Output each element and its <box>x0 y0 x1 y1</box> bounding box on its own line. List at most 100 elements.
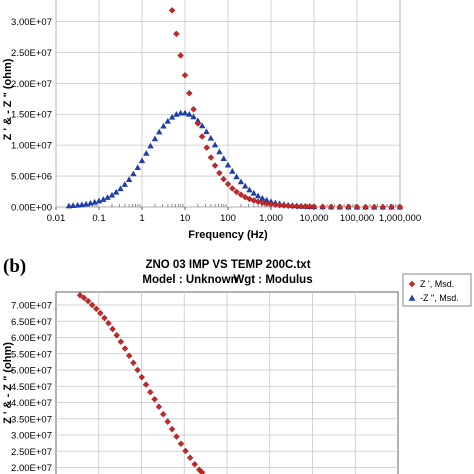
chart-a-point-neg-z-imag <box>164 117 171 124</box>
chart-a-point-z-real <box>267 200 275 208</box>
chart-b-point-z-real <box>138 373 146 381</box>
chart-a-point-z-real <box>284 202 292 210</box>
chart-a-point-z-real <box>302 203 309 210</box>
chart-a-point-neg-z-imag <box>112 188 120 195</box>
chart-a-point-z-real <box>173 30 180 38</box>
chart-a-point-z-real <box>293 202 301 210</box>
chart-b-point-z-real <box>92 305 100 313</box>
chart-a-y-tick-label: 0.00E+00 <box>11 203 52 214</box>
chart-a-point-z-real <box>254 198 262 206</box>
chart-b-y-axis-label: Z ' & - Z " (ohm) <box>2 342 14 424</box>
chart-a-point-neg-z-imag <box>95 197 103 204</box>
chart-a-point-z-real <box>237 191 245 198</box>
chart-a-y-tick-label: 1.00E+07 <box>11 141 52 152</box>
chart-b-point-z-real <box>101 314 108 322</box>
chart-a-point-neg-z-imag <box>186 111 193 117</box>
chart-b-point-z-real <box>88 301 96 309</box>
chart-a-point-neg-z-imag <box>190 113 197 120</box>
chart-a-x-axis-label: Frequency (Hz) <box>188 229 268 241</box>
chart-b-y-tick-label: 5.00E+07 <box>11 366 52 377</box>
chart-b-y-tick-label: 7.00E+07 <box>11 301 52 312</box>
chart-b-legend: Z ', Msd. -Z ", Msd. <box>402 273 472 307</box>
chart-a-x-tick-label: 0.01 <box>47 213 66 224</box>
chart-a-point-z-real <box>319 203 326 211</box>
chart-a-x-tick-label: 100 <box>220 213 236 224</box>
chart-a-point-z-real <box>345 203 352 211</box>
chart-a-point-z-real <box>233 188 240 196</box>
chart-a-point-z-real <box>190 106 197 113</box>
chart-a-point-z-real <box>203 144 211 151</box>
chart-a-point-neg-z-imag <box>134 164 141 170</box>
chart-a-point-z-real <box>336 203 344 211</box>
chart-a-point-neg-z-imag <box>125 176 133 182</box>
panel-label-b: (b) <box>3 256 26 277</box>
chart-a-point-z-real <box>259 199 266 207</box>
chart-a-point-neg-z-imag <box>168 113 176 120</box>
chart-a-x-tick-label: 0.1 <box>92 213 105 224</box>
chart-a-point-z-real <box>168 7 176 14</box>
chart-a-series <box>65 7 404 211</box>
chart-b-y-tick-label: 2.50E+07 <box>11 447 52 458</box>
chart-a-point-z-real <box>224 180 232 188</box>
chart-a-point-z-real <box>276 201 283 209</box>
chart-a-point-neg-z-imag <box>155 128 163 135</box>
chart-a-point-z-real <box>310 203 318 210</box>
chart-b-series <box>76 291 206 474</box>
legend-item-imag: -Z ", Msd. <box>420 293 459 303</box>
chart-a-point-neg-z-imag <box>237 178 245 185</box>
chart-a-point-neg-z-imag <box>259 194 266 201</box>
chart-b-point-z-real <box>168 425 176 433</box>
chart-a-point-z-real <box>216 169 223 177</box>
chart-a-x-tick-label: 10 <box>180 213 191 224</box>
chart-a-point-z-real <box>263 200 270 207</box>
chart-b-point-z-real <box>177 440 185 448</box>
chart-a-y-axis-label: Z ' & - Z " (ohm) <box>2 58 14 140</box>
chart-b: (b) ZNO 03 IMP VS TEMP 200C.txt Model : … <box>2 256 472 474</box>
chart-b-point-z-real <box>113 331 121 339</box>
chart-b-grid <box>56 292 398 474</box>
chart-a-point-z-real <box>211 162 219 169</box>
chart-b-point-z-real <box>142 381 150 388</box>
chart-a-point-neg-z-imag <box>207 134 214 141</box>
chart-a-point-z-real <box>207 154 215 161</box>
chart-a-point-z-real <box>186 89 193 97</box>
chart-b-point-z-real <box>155 403 163 411</box>
chart-b-y-tick-label: 3.00E+07 <box>11 431 52 442</box>
chart-b-weighting: Wgt : Modulus <box>233 274 312 286</box>
legend-triangle-icon <box>408 294 416 301</box>
chart-a-y-tick-label: 3.00E+07 <box>11 17 52 28</box>
chart-b-point-z-real <box>151 395 158 403</box>
chart-a-point-neg-z-imag <box>160 122 167 129</box>
chart-a-y-tick-label: 1.50E+07 <box>11 110 52 121</box>
chart-b-y-tick-label: 4.50E+07 <box>11 382 52 393</box>
chart-a-point-neg-z-imag <box>224 161 232 168</box>
chart-a-point-neg-z-imag <box>143 149 150 156</box>
chart-a-point-neg-z-imag <box>121 181 128 187</box>
chart-b-y-tick-label: 3.50E+07 <box>11 414 52 425</box>
chart-a-point-neg-z-imag <box>177 109 184 116</box>
chart-a-point-neg-z-imag <box>229 167 236 174</box>
chart-a-point-neg-z-imag <box>254 192 262 199</box>
chart-a-point-z-real <box>289 202 296 210</box>
chart-a-point-z-real <box>272 201 279 208</box>
chart-b-point-z-real <box>80 294 88 302</box>
chart-b-point-z-real <box>191 460 198 468</box>
chart-b-point-z-real <box>109 325 116 333</box>
chart-a-x-tick-label: 1,000 <box>259 213 283 224</box>
chart-a: 0.00E+00 5.00E+06 1.00E+07 1.50E+07 2.00E+07… <box>2 0 421 241</box>
chart-a-point-z-real <box>194 120 202 127</box>
chart-b-point-z-real <box>186 454 194 462</box>
chart-a-point-z-real <box>181 71 189 79</box>
chart-a-point-neg-z-imag <box>211 141 219 148</box>
chart-b-point-z-real <box>125 352 133 359</box>
chart-b-point-z-real <box>182 447 189 455</box>
chart-b-y-tick-label: 6.50E+07 <box>11 317 52 328</box>
chart-b-point-z-real <box>84 297 92 305</box>
chart-b-title: ZNO 03 IMP VS TEMP 200C.txt <box>145 259 310 271</box>
chart-a-point-z-real <box>177 52 184 59</box>
chart-b-point-z-real <box>105 319 112 327</box>
chart-a-point-z-real <box>229 185 236 192</box>
chart-a-point-neg-z-imag <box>100 196 107 202</box>
chart-b-point-z-real <box>130 359 137 367</box>
chart-a-point-neg-z-imag <box>104 194 111 200</box>
